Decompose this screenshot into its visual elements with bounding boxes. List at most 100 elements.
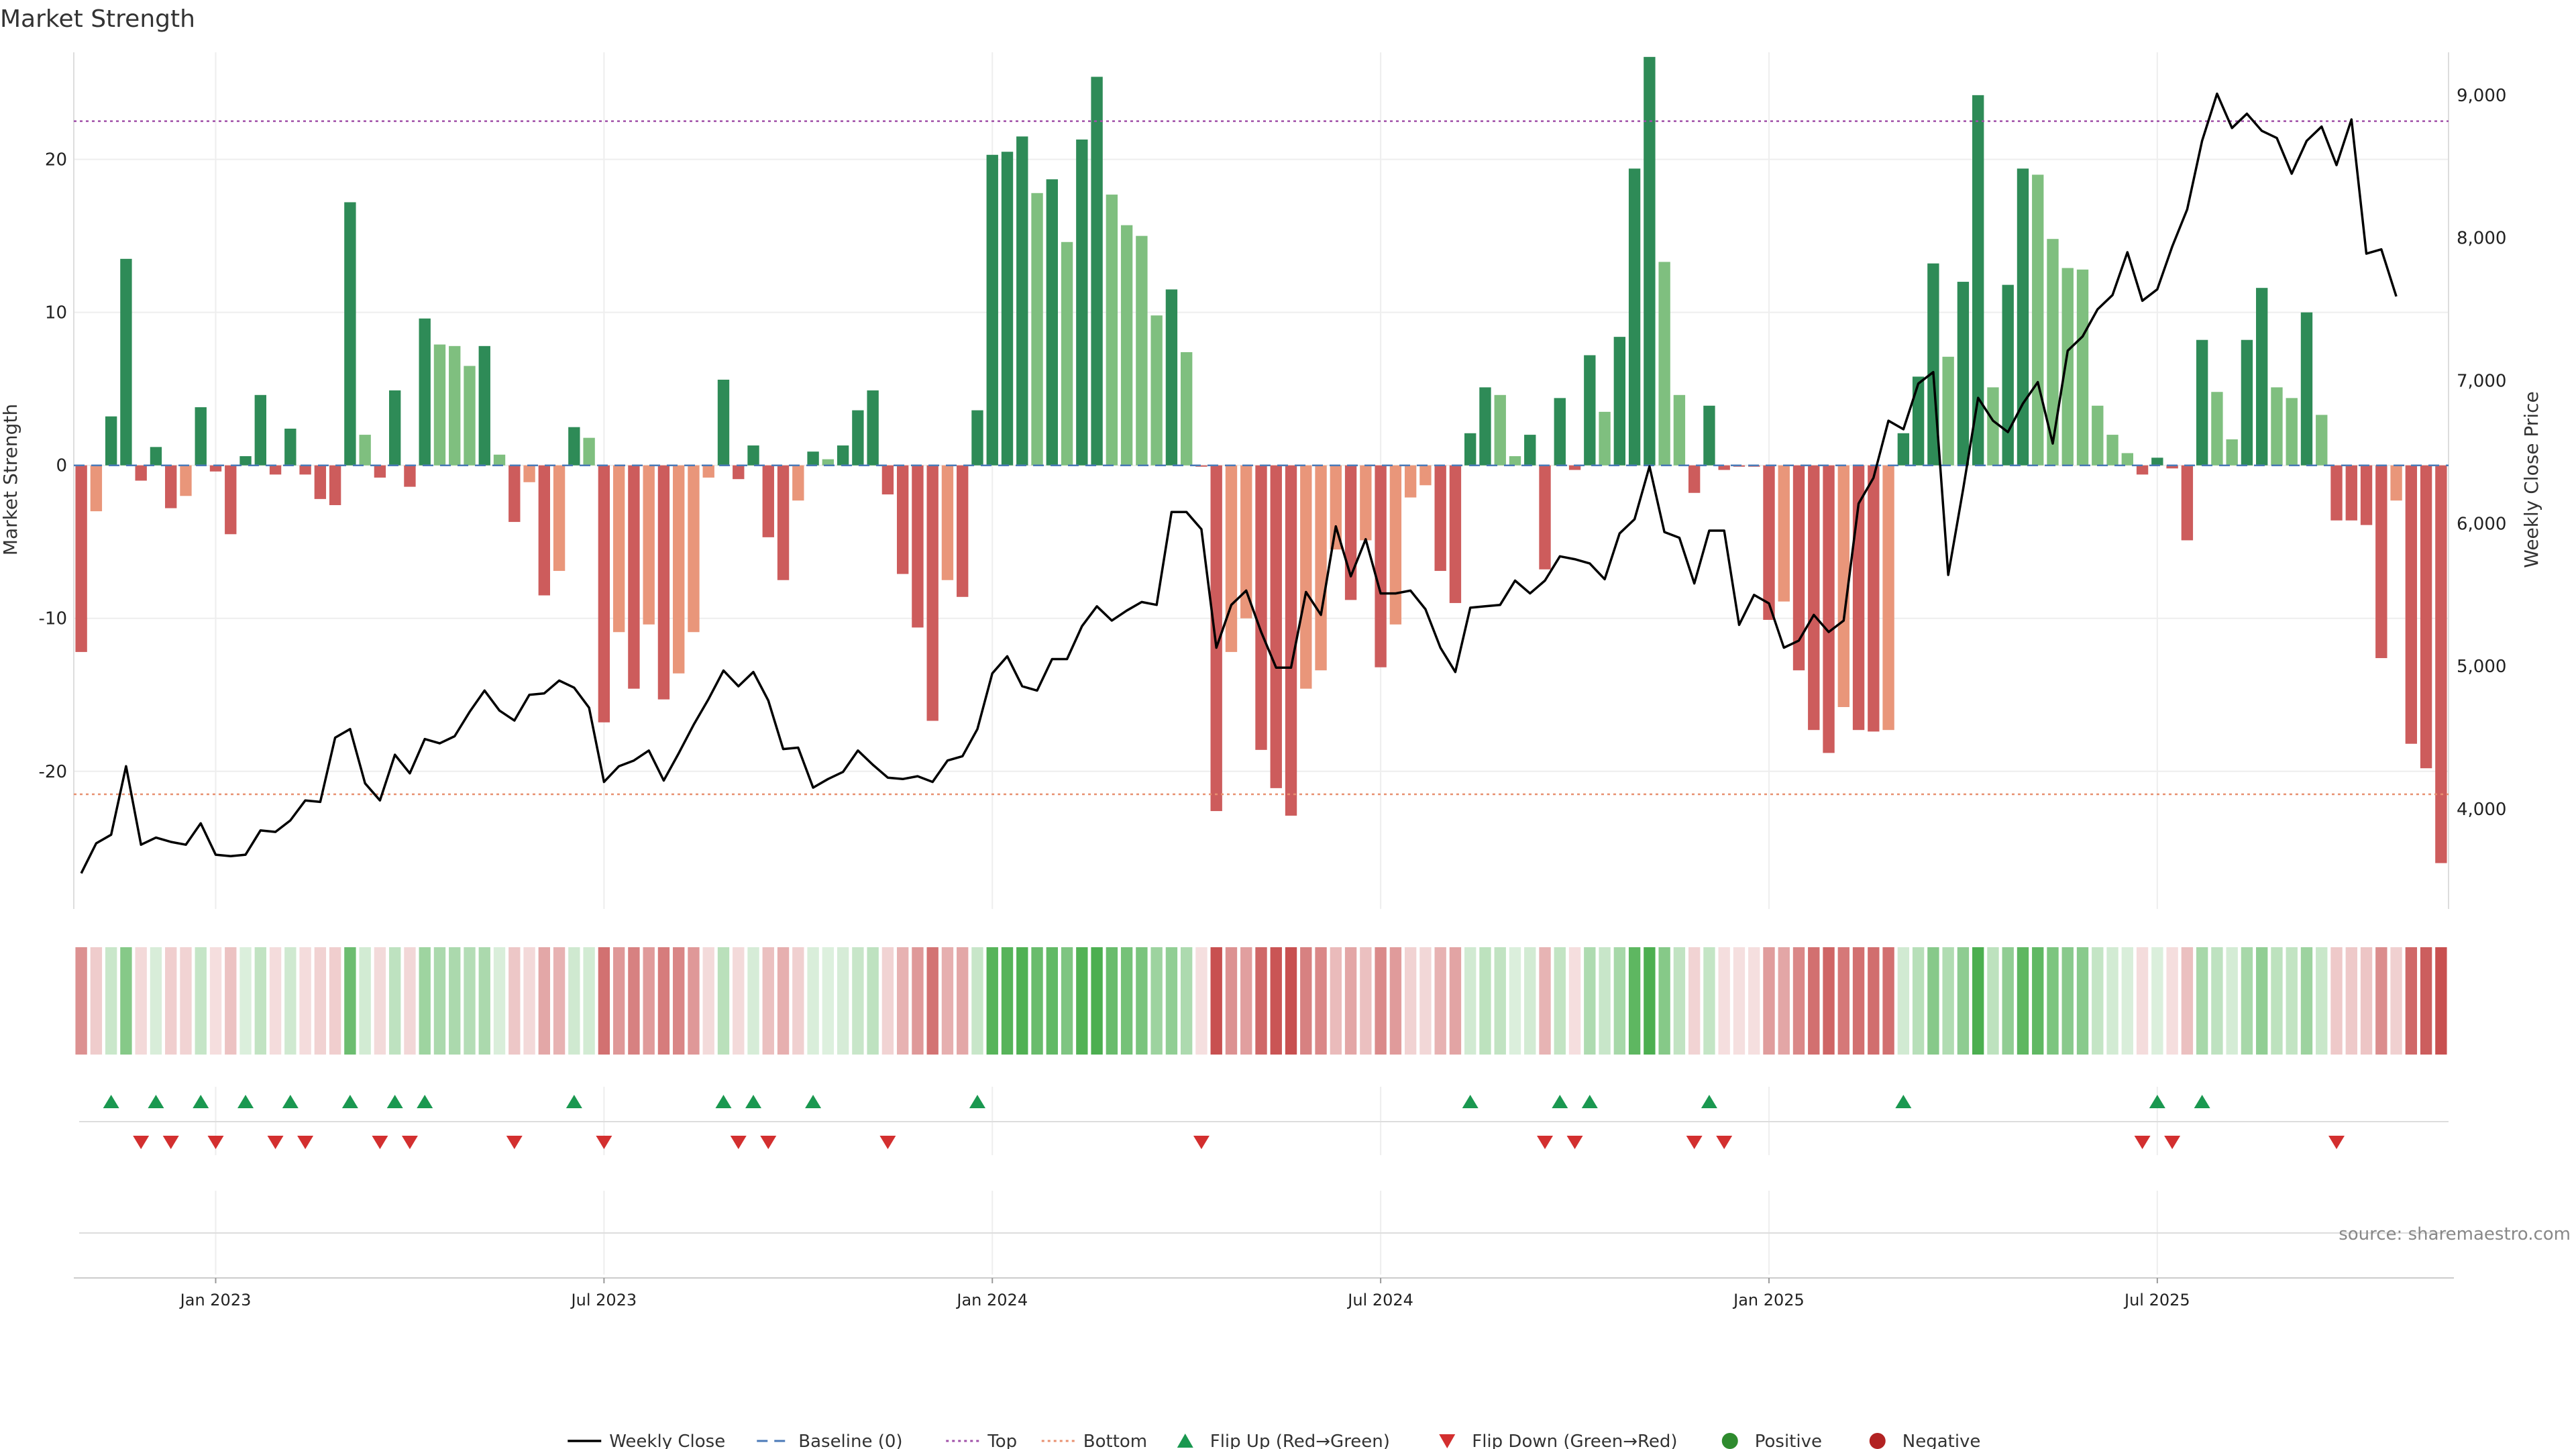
heat-cell <box>1419 947 1432 1055</box>
heat-cell <box>1763 947 1775 1055</box>
flip-up-marker <box>341 1095 358 1108</box>
heat-cell <box>2286 947 2298 1055</box>
heat-cell <box>957 947 969 1055</box>
heat-cell <box>1509 947 1521 1055</box>
strength-bar <box>2061 268 2074 466</box>
heat-cell <box>254 947 266 1055</box>
strength-bar <box>1703 405 1715 466</box>
x-tick-label: Jan 2024 <box>955 1291 1028 1309</box>
strength-bar <box>1270 465 1282 788</box>
heat-cell <box>2196 947 2208 1055</box>
strength-bar <box>1315 465 1327 671</box>
strength-bar <box>314 465 327 499</box>
strength-bar <box>75 465 87 652</box>
strength-bar <box>1987 387 1999 466</box>
strength-bar <box>583 437 595 466</box>
strength-bar <box>2360 465 2373 525</box>
strength-bar <box>2211 392 2223 466</box>
heat-cell <box>1195 947 1208 1055</box>
heat-cell <box>1091 947 1103 1055</box>
heat-cell <box>1031 947 1043 1055</box>
heat-cell <box>1150 947 1163 1055</box>
heat-cell <box>1733 947 1746 1055</box>
heat-cell <box>1389 947 1402 1055</box>
strength-bar <box>135 465 147 481</box>
strength-bar <box>1599 411 1611 466</box>
heat-cell <box>1599 947 1611 1055</box>
weekly-close-series <box>80 92 2398 874</box>
heat-cell <box>1255 947 1267 1055</box>
heat-cell <box>1464 947 1477 1055</box>
y2-axis-label: Weekly Close Price <box>2520 391 2542 568</box>
heat-cell <box>2330 947 2343 1055</box>
strength-bar <box>1240 465 1252 619</box>
x-tick-label: Jul 2025 <box>2123 1291 2190 1309</box>
strength-bar <box>2330 465 2343 521</box>
heat-cell <box>1375 947 1387 1055</box>
heat-cell <box>807 947 819 1055</box>
strength-bar <box>852 410 864 466</box>
heat-cell <box>1778 947 1790 1055</box>
flip-up-marker <box>1462 1095 1479 1108</box>
heat-cell <box>2151 947 2163 1055</box>
heat-cell <box>2017 947 2029 1055</box>
strength-bar <box>1868 465 1880 732</box>
strength-bar <box>2435 465 2447 863</box>
strength-bar <box>2345 465 2357 521</box>
heat-cell <box>2271 947 2283 1055</box>
heat-cell <box>2166 947 2178 1055</box>
strength-bar <box>1613 337 1626 466</box>
heat-cell <box>2032 947 2044 1055</box>
y-tick-label: 10 <box>45 303 67 323</box>
heat-cell <box>2360 947 2373 1055</box>
flip-up-marker <box>1895 1095 1912 1108</box>
circle-icon <box>1869 1433 1886 1449</box>
flip-down-marker <box>730 1136 747 1149</box>
strength-bar <box>165 465 177 508</box>
strength-bar <box>523 465 535 482</box>
heat-cell <box>478 947 490 1055</box>
strength-bar <box>105 416 117 466</box>
heat-cell <box>657 947 670 1055</box>
strength-bar <box>2271 387 2283 466</box>
heat-cell <box>733 947 745 1055</box>
flip-down-marker <box>207 1136 224 1149</box>
strength-bar <box>2405 465 2418 744</box>
strength-bar <box>2106 435 2118 466</box>
heat-cell <box>299 947 311 1055</box>
legend-label: Baseline (0) <box>798 1432 902 1449</box>
strength-bar <box>2076 269 2089 466</box>
strength-bar <box>1644 56 1656 466</box>
y-axis-label: Market Strength <box>0 404 21 555</box>
legend-item: Positive <box>1721 1432 1822 1449</box>
y2-tick-label: 9,000 <box>2457 86 2506 106</box>
strength-bar <box>2390 465 2402 501</box>
heat-cell <box>1927 947 1939 1055</box>
strength-bar <box>733 465 745 480</box>
heat-cell <box>1494 947 1506 1055</box>
strength-bar <box>1957 282 1970 466</box>
heat-cell <box>135 947 147 1055</box>
heat-cell <box>568 947 580 1055</box>
heat-cell <box>1792 947 1805 1055</box>
heat-cell <box>1613 947 1626 1055</box>
flip-down-marker <box>879 1136 896 1149</box>
strength-bar <box>2286 398 2298 466</box>
strength-bar <box>1718 465 1730 470</box>
circle-icon <box>1721 1433 1738 1449</box>
legend-item: Top <box>946 1432 1017 1449</box>
strength-bar <box>837 445 849 466</box>
flip-up-marker <box>1552 1095 1568 1108</box>
strength-bar <box>702 465 714 478</box>
strength-bar <box>986 154 998 466</box>
strength-bar <box>1061 241 1073 466</box>
legend-label: Weekly Close <box>609 1432 725 1449</box>
flip-up-marker <box>2194 1095 2210 1108</box>
heat-cell <box>881 947 894 1055</box>
strength-bar <box>2226 439 2238 466</box>
strength-bar <box>493 454 506 466</box>
flip-down-marker <box>1566 1136 1583 1149</box>
heat-cell <box>374 947 386 1055</box>
legend-label: Positive <box>1755 1432 1822 1449</box>
strength-bar <box>2241 339 2253 466</box>
